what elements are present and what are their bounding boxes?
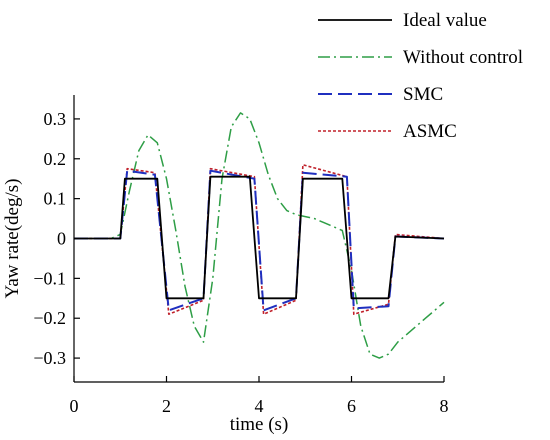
x-tick-label: 4 [255,396,264,416]
y-tick-label: 0.2 [44,149,67,169]
legend: Ideal value Without control SMC ASMC [318,10,523,142]
x-tick-label: 8 [440,396,449,416]
legend-label-ideal-value: Ideal value [403,10,487,31]
y-tick-label: −0.2 [33,308,66,328]
x-tick-label: 0 [70,396,79,416]
y-tick-label: 0 [57,229,66,249]
x-tick-label: 2 [162,396,171,416]
x-axis-label: time (s) [230,414,289,435]
axes: 0 2 4 6 8 −0.3 −0.2 −0.1 0 0.1 0.2 0.3 [33,95,448,416]
y-axis-label: Yaw rate(deg/s) [2,179,23,299]
y-tick-label: 0.3 [44,109,67,129]
y-tick-label: 0.1 [44,189,67,209]
plot-area [74,113,444,358]
legend-label-asmc: ASMC [403,121,457,142]
legend-label-without-control: Without control [403,47,523,68]
y-tick-label: −0.1 [33,268,66,288]
x-tick-label: 6 [347,396,356,416]
legend-label-smc: SMC [403,84,443,105]
y-tick-label: −0.3 [33,348,66,368]
